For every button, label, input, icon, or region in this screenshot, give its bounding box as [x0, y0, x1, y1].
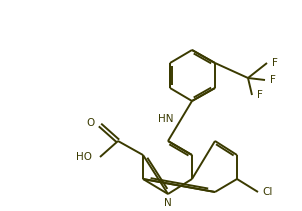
Text: F: F: [272, 58, 278, 68]
Text: Cl: Cl: [262, 187, 272, 197]
Text: HO: HO: [76, 152, 92, 162]
Text: N: N: [164, 198, 172, 208]
Text: F: F: [270, 75, 276, 85]
Text: O: O: [87, 118, 95, 128]
Text: F: F: [257, 90, 263, 100]
Text: HN: HN: [158, 114, 174, 124]
